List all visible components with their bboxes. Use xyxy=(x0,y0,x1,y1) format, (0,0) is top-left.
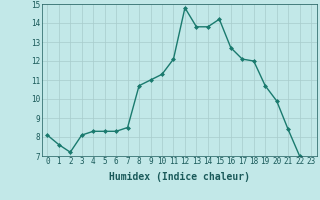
X-axis label: Humidex (Indice chaleur): Humidex (Indice chaleur) xyxy=(109,172,250,182)
